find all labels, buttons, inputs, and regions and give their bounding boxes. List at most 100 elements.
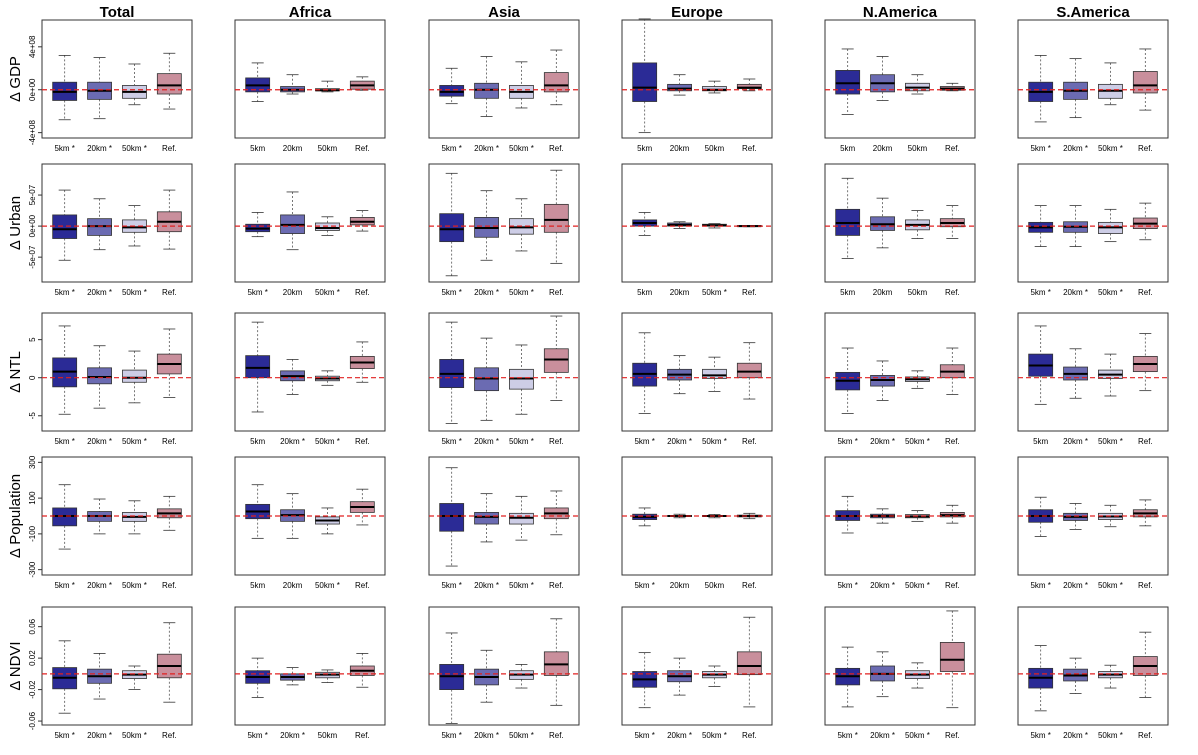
x-category-label: 20km bbox=[670, 288, 690, 297]
box-iqr bbox=[667, 83, 692, 92]
x-category-label: 20km bbox=[670, 144, 690, 153]
panel-delta-gdp-asia: 5km * 20km * 50km * Ref. bbox=[428, 19, 580, 153]
x-category-label: Ref. bbox=[549, 288, 564, 297]
x-category-label: Ref. bbox=[1138, 144, 1153, 153]
x-category-label: 50km * bbox=[315, 288, 340, 297]
x-category-label: 20km * bbox=[1063, 731, 1088, 740]
panel-frame bbox=[428, 606, 580, 726]
x-category-label: Ref. bbox=[162, 581, 177, 590]
x-category-label: 50km * bbox=[122, 144, 147, 153]
x-category-label: 20km * bbox=[474, 581, 499, 590]
column-title-asia: Asia bbox=[488, 4, 520, 21]
panel-delta-urban-europe: 5km 20km 50km * Ref. bbox=[621, 163, 773, 297]
x-category-label: 50km * bbox=[1098, 288, 1123, 297]
column-title-africa: Africa bbox=[289, 4, 332, 21]
x-category-label: Ref. bbox=[162, 437, 177, 446]
row-label-delta-ndvi: Δ NDVI bbox=[7, 641, 24, 690]
x-category-label: 20km bbox=[283, 144, 303, 153]
y-tick-label: 0 bbox=[28, 375, 37, 380]
x-category-label: Ref. bbox=[162, 731, 177, 740]
panel-delta-population-europe: 5km * 20km 50km Ref. bbox=[621, 456, 773, 590]
panel-frame bbox=[428, 163, 580, 283]
x-category-label: Ref. bbox=[549, 437, 564, 446]
x-category-label: 20km * bbox=[87, 581, 112, 590]
box-iqr bbox=[939, 642, 965, 672]
panel-delta-ndvi-asia: 5km * 20km * 50km * Ref. bbox=[428, 606, 580, 740]
panel-delta-gdp-europe: 5km 20km 50km Ref. bbox=[621, 18, 773, 153]
x-category-label: Ref. bbox=[549, 144, 564, 153]
x-category-label: 5km * bbox=[54, 144, 74, 153]
x-category-label: 5km * bbox=[441, 437, 461, 446]
x-category-label: 20km * bbox=[667, 731, 692, 740]
y-tick-label: -100 bbox=[28, 525, 37, 542]
panel-delta-ndvi-europe: 5km * 20km * 50km * Ref. bbox=[621, 606, 773, 740]
x-category-label: 50km * bbox=[122, 731, 147, 740]
x-category-label: Ref. bbox=[742, 144, 757, 153]
x-category-label: 5km * bbox=[441, 731, 461, 740]
x-category-label: 5km * bbox=[247, 288, 267, 297]
x-category-label: 20km * bbox=[87, 288, 112, 297]
box-iqr bbox=[156, 73, 182, 95]
x-category-label: 50km * bbox=[1098, 731, 1123, 740]
panel-delta-population-africa: 5km 20km 50km * Ref. bbox=[234, 456, 386, 590]
x-category-label: 50km * bbox=[1098, 437, 1123, 446]
x-category-label: 50km * bbox=[702, 437, 727, 446]
panel-delta-ntl-n-america: 5km * 20km * 50km * Ref. bbox=[824, 312, 976, 446]
x-category-label: 5km * bbox=[1030, 144, 1050, 153]
x-category-label: 20km bbox=[283, 581, 303, 590]
x-category-label: 20km * bbox=[474, 731, 499, 740]
x-category-label: 50km * bbox=[509, 144, 534, 153]
x-category-label: 5km * bbox=[441, 144, 461, 153]
x-category-label: Ref. bbox=[945, 437, 960, 446]
x-category-label: 50km * bbox=[905, 731, 930, 740]
x-category-label: Ref. bbox=[945, 731, 960, 740]
x-category-label: 5km bbox=[250, 581, 265, 590]
y-tick-label: 300 bbox=[28, 455, 37, 469]
panel-delta-population-n-america: 5km * 20km * 50km * Ref. bbox=[824, 456, 976, 590]
x-category-label: 50km * bbox=[905, 437, 930, 446]
x-category-label: 50km * bbox=[122, 581, 147, 590]
x-category-label: 20km * bbox=[667, 437, 692, 446]
y-tick-label: 100 bbox=[28, 491, 37, 505]
box-iqr bbox=[245, 355, 271, 379]
panel-delta-population-s-america: 5km * 20km * 50km * Ref. bbox=[1017, 456, 1169, 590]
panel-frame bbox=[824, 606, 976, 726]
x-category-label: 5km bbox=[637, 144, 652, 153]
panel-frame bbox=[621, 163, 773, 283]
box-iqr bbox=[702, 368, 727, 379]
box-iqr bbox=[439, 85, 465, 97]
y-tick-label: 0.06 bbox=[28, 618, 37, 634]
x-category-label: Ref. bbox=[1138, 437, 1153, 446]
panel-frame bbox=[428, 19, 580, 139]
x-category-label: Ref. bbox=[549, 581, 564, 590]
x-category-label: Ref. bbox=[742, 581, 757, 590]
x-category-label: 20km bbox=[873, 288, 893, 297]
panel-delta-urban-total: -5e-07 0e+00 5e-07 5km * 20km * 50km * Ref. bbox=[28, 163, 193, 297]
x-category-label: 5km * bbox=[837, 731, 857, 740]
x-category-label: Ref. bbox=[742, 437, 757, 446]
panel-delta-gdp-n-america: 5km 20km 50km Ref. bbox=[824, 19, 976, 153]
panel-delta-urban-n-america: 5km 20km 50km Ref. bbox=[824, 163, 976, 297]
x-category-label: Ref. bbox=[355, 437, 370, 446]
x-category-label: 50km * bbox=[905, 581, 930, 590]
panel-frame bbox=[621, 312, 773, 432]
box-iqr bbox=[736, 83, 762, 90]
x-category-label: Ref. bbox=[1138, 581, 1153, 590]
x-category-label: 5km * bbox=[441, 288, 461, 297]
x-category-label: 5km * bbox=[54, 731, 74, 740]
box-iqr bbox=[543, 203, 569, 233]
row-label-delta-ntl: Δ NTL bbox=[7, 351, 24, 393]
panel-frame bbox=[824, 163, 976, 283]
x-category-label: 50km * bbox=[122, 437, 147, 446]
panel-delta-urban-africa: 5km * 20km 50km * Ref. bbox=[234, 163, 386, 297]
x-category-label: 5km * bbox=[837, 437, 857, 446]
y-tick-label: 5e-07 bbox=[28, 184, 37, 205]
panel-frame bbox=[1017, 606, 1169, 726]
column-title-europe: Europe bbox=[671, 4, 723, 21]
x-category-label: 20km * bbox=[87, 437, 112, 446]
panel-frame bbox=[1017, 312, 1169, 432]
panel-delta-gdp-africa: 5km 20km 50km Ref. bbox=[234, 19, 386, 153]
y-tick-label: 4e+08 bbox=[28, 35, 37, 58]
y-tick-label: -300 bbox=[28, 561, 37, 578]
x-category-label: Ref. bbox=[355, 144, 370, 153]
